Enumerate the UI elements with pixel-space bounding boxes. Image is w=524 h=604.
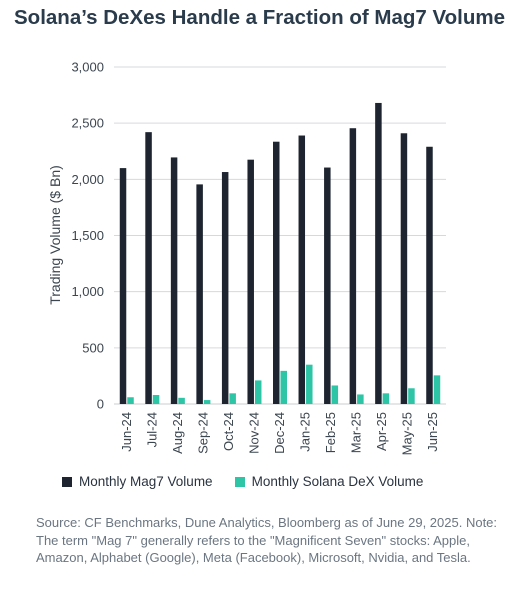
bar-solana-dex [408, 388, 415, 404]
x-tick-label: Aug-24 [170, 412, 185, 454]
x-tick-label: Apr-25 [374, 412, 389, 451]
x-tick-label: Jun-24 [119, 412, 134, 452]
bar-mag7 [298, 135, 306, 405]
legend-swatch-solana [234, 476, 245, 487]
y-tick-label: 2,000 [71, 172, 104, 187]
bar-mag7 [196, 184, 203, 404]
x-tick-label: Feb-25 [323, 412, 338, 453]
gridlines [114, 66, 446, 405]
x-tick-label: Dec-24 [272, 412, 287, 454]
x-axis-ticks: Jun-24 Jul-24 Aug-24 Sep-24 Oct-24 Nov-24 Dec-… [119, 412, 440, 455]
y-tick-label: 1,500 [71, 228, 104, 243]
bar-solana-dex [229, 393, 236, 404]
x-tick-label: Jun-25 [425, 412, 440, 452]
y-axis-title: Trading Volume ($ Bn) [47, 165, 63, 305]
bar-solana-dex [280, 370, 287, 404]
y-tick-label: 2,500 [71, 116, 104, 131]
y-tick-label: 1,000 [71, 284, 104, 299]
bar-solana-dex [152, 395, 160, 404]
bars [119, 102, 441, 405]
y-tick-label: 500 [82, 340, 104, 355]
bar-mag7 [145, 132, 152, 405]
bar-mag7 [273, 141, 280, 404]
x-tick-label: Sep-24 [195, 412, 210, 454]
y-tick-label: 3,000 [71, 60, 104, 75]
x-tick-label: Nov-24 [246, 412, 261, 454]
source-note: Source: CF Benchmarks, Dune Analytics, B… [36, 515, 498, 565]
x-tick-label: Jan-25 [298, 412, 313, 452]
bar-solana-dex [433, 375, 441, 404]
bar-solana-dex [357, 394, 364, 404]
x-tick-label: Jul-24 [144, 412, 159, 447]
x-tick-label: Oct-24 [221, 412, 236, 451]
bar-mag7 [170, 157, 178, 404]
bar-solana-dex [203, 400, 211, 404]
legend-item-mag7: Monthly Mag7 Volume [62, 474, 213, 489]
x-tick-label: Mar-25 [349, 412, 364, 453]
legend-item-solana: Monthly Solana DeX Volume [234, 474, 424, 489]
bar-mag7 [221, 172, 229, 404]
legend-label-mag7: Monthly Mag7 Volume [79, 474, 213, 489]
legend: Monthly Mag7 Volume Monthly Solana DeX V… [62, 474, 423, 489]
chart-title: Solana’s DeXes Handle a Fraction of Mag7… [14, 6, 505, 29]
bar-mag7 [324, 167, 331, 404]
bar-solana-dex [331, 385, 339, 404]
x-tick-label: May-25 [400, 412, 415, 455]
legend-label-solana: Monthly Solana DeX Volume [251, 474, 424, 489]
bar-mag7 [247, 159, 254, 404]
bar-mag7 [400, 133, 408, 404]
bar-solana-dex [382, 393, 390, 404]
bar-mag7 [349, 128, 357, 404]
y-axis-ticks: 0 500 1,000 1,500 2,000 2,500 3,000 [71, 60, 104, 412]
legend-swatch-mag7 [62, 476, 72, 487]
bar-solana-dex [178, 397, 185, 404]
bar-mag7 [426, 146, 433, 405]
bar-solana-dex [127, 397, 134, 404]
bar-mag7 [119, 168, 127, 404]
bar-solana-dex [306, 364, 313, 404]
bar-solana-dex [254, 380, 262, 404]
y-tick-label: 0 [97, 397, 104, 412]
bar-mag7 [375, 102, 382, 405]
bar-chart: 0 500 1,000 1,500 2,000 2,500 3,000 Jun-24 Jul-… [47, 60, 446, 455]
